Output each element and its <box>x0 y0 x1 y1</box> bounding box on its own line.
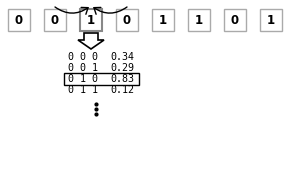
Bar <box>116 9 138 31</box>
Text: 0.29: 0.29 <box>110 63 134 73</box>
Bar <box>44 9 66 31</box>
Text: 0: 0 <box>123 14 131 26</box>
Text: 0.83: 0.83 <box>110 74 134 84</box>
Text: 1: 1 <box>87 14 95 26</box>
Bar <box>152 9 174 31</box>
Text: 0 0 0: 0 0 0 <box>68 52 98 62</box>
Text: 0: 0 <box>51 14 59 26</box>
Text: 0 0 1: 0 0 1 <box>68 63 98 73</box>
FancyArrowPatch shape <box>94 7 127 14</box>
Text: 1: 1 <box>195 14 203 26</box>
Polygon shape <box>78 33 104 49</box>
Bar <box>260 9 282 31</box>
Bar <box>188 9 210 31</box>
Bar <box>64 73 139 85</box>
Text: 0 1 0: 0 1 0 <box>68 74 98 84</box>
Text: 0 1 1: 0 1 1 <box>68 85 98 95</box>
Bar <box>8 9 30 31</box>
Text: 1: 1 <box>159 14 167 26</box>
Text: 0.12: 0.12 <box>110 85 134 95</box>
Text: 0.34: 0.34 <box>110 52 134 62</box>
Text: 0: 0 <box>15 14 23 26</box>
Text: 1: 1 <box>267 14 275 26</box>
Bar <box>80 9 102 31</box>
FancyArrowPatch shape <box>55 7 88 14</box>
Bar <box>224 9 246 31</box>
Text: 0: 0 <box>231 14 239 26</box>
